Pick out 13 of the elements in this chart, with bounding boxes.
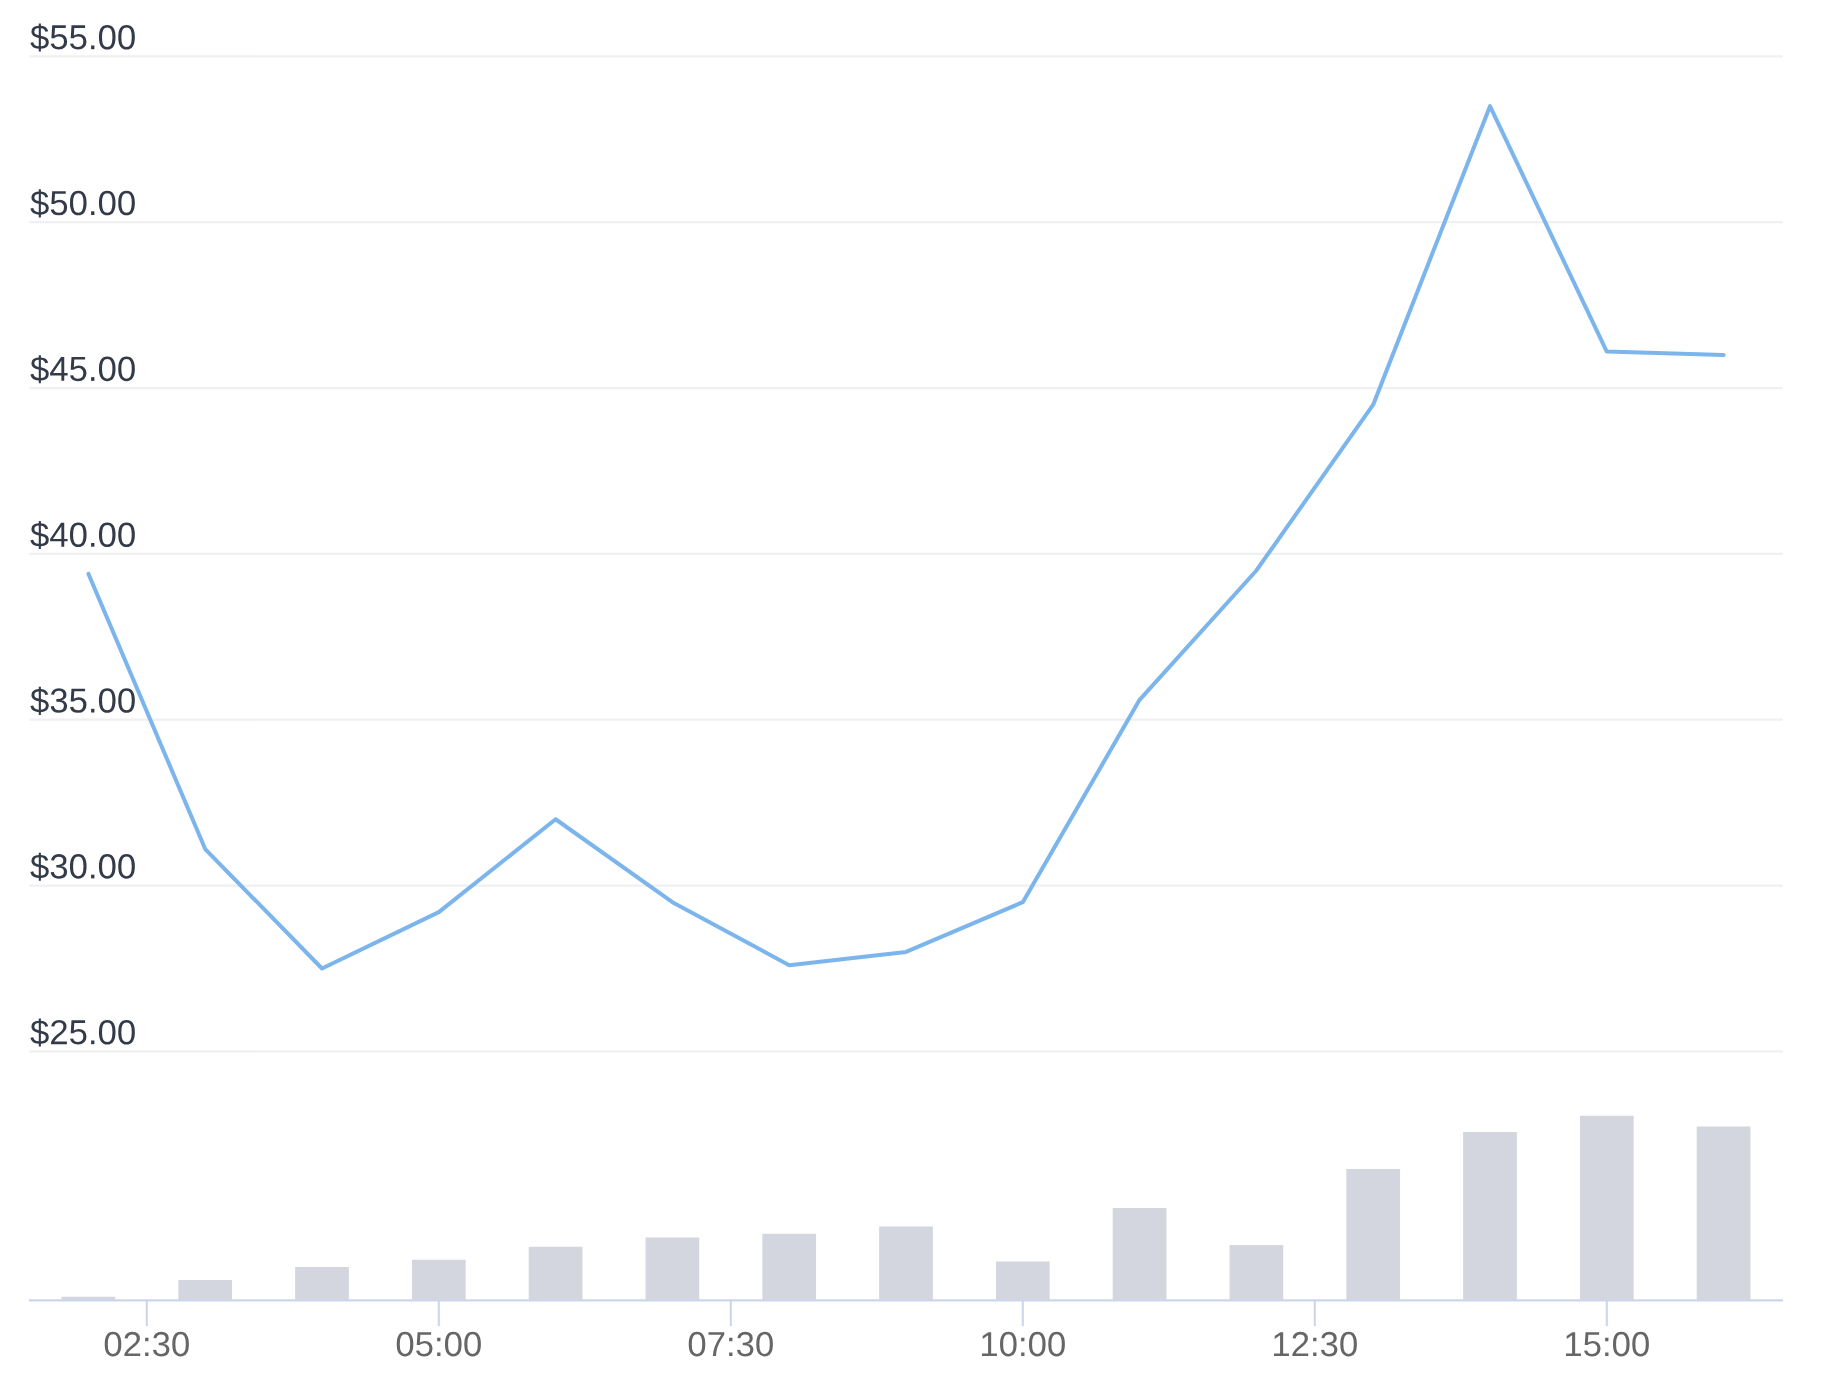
y-tick-label: $55.00 (30, 23, 135, 52)
y-tick-label: $30.00 (30, 852, 135, 881)
x-tick-label: 02:30 (104, 1331, 189, 1357)
x-tick-label: 05:00 (396, 1331, 481, 1357)
y-tick-label: $45.00 (30, 355, 135, 384)
x-tick-label: 07:30 (688, 1331, 773, 1357)
x-tick-label: 12:30 (1274, 1331, 1357, 1357)
y-tick-label: $25.00 (30, 1018, 135, 1047)
x-tick-label: 15:00 (1566, 1331, 1649, 1357)
y-tick-label: $35.00 (30, 686, 135, 715)
y-tick-label: $50.00 (30, 189, 135, 218)
x-tick-label: 10:00 (982, 1331, 1065, 1357)
y-tick-label: $40.00 (30, 520, 135, 550)
